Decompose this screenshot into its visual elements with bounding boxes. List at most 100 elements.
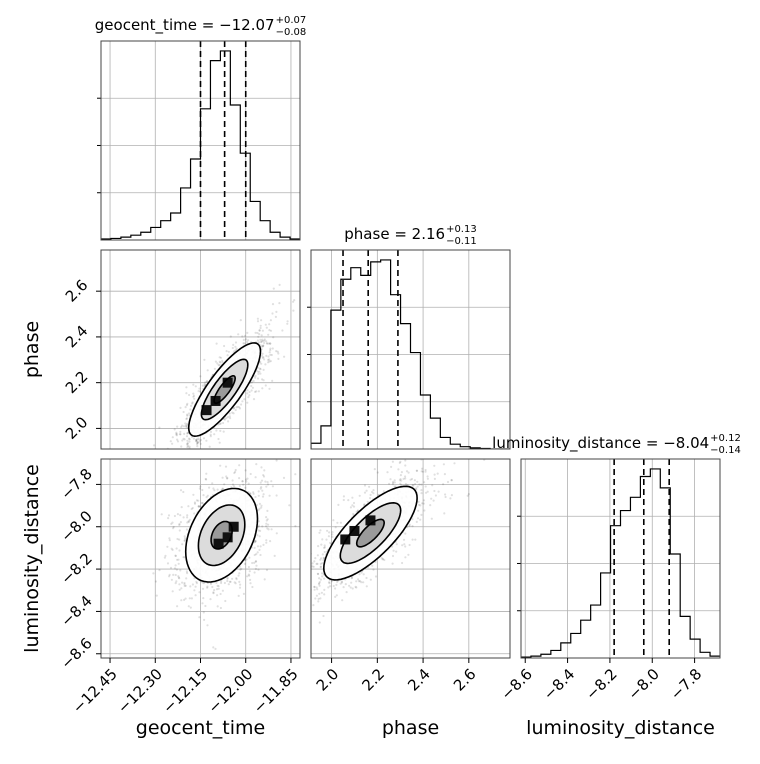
scatter-point xyxy=(224,465,228,468)
scatter-point xyxy=(267,523,270,526)
scatter-point xyxy=(254,376,257,379)
scatter-point xyxy=(430,517,433,520)
scatter-point xyxy=(400,484,403,487)
scatter-point xyxy=(185,404,188,407)
scatter-point xyxy=(172,527,175,530)
scatter-point xyxy=(193,397,196,400)
scatter-point xyxy=(253,546,256,550)
scatter-point xyxy=(212,646,215,649)
scatter-point xyxy=(269,329,273,332)
scatter-point xyxy=(370,490,374,494)
scatter-point xyxy=(211,482,214,485)
scatter-point xyxy=(246,340,249,344)
scatter-point xyxy=(418,503,421,506)
scatter-point xyxy=(270,528,273,531)
scatter-point xyxy=(313,588,316,591)
scatter-point xyxy=(444,493,447,496)
scatter-point xyxy=(187,437,191,440)
scatter-point xyxy=(266,518,269,521)
scatter-point xyxy=(365,576,368,580)
scatter-point xyxy=(388,482,391,485)
scatter-point xyxy=(268,387,271,390)
histogram-phase xyxy=(311,259,510,449)
scatter-point xyxy=(174,582,177,585)
scatter-point xyxy=(405,470,409,473)
scatter-point xyxy=(203,383,206,386)
title-minus-phase: −0.11 xyxy=(446,236,477,247)
scatter-point xyxy=(187,605,190,608)
scatter-point xyxy=(321,538,324,541)
scatter-point xyxy=(205,439,208,442)
scatter-point xyxy=(246,575,249,578)
scatter-point xyxy=(332,519,335,522)
scatter-point xyxy=(184,406,187,409)
scatter-point xyxy=(225,475,228,478)
scatter-point xyxy=(271,379,274,382)
scatter-point xyxy=(404,459,407,462)
scatter-point xyxy=(182,425,186,428)
scatter-point xyxy=(278,283,281,286)
scatter-point xyxy=(323,544,326,547)
scatter-point xyxy=(260,479,264,482)
scatter-point xyxy=(213,589,216,592)
frame-luminosity_distance xyxy=(520,458,721,659)
title-text-phase: phase = xyxy=(344,225,411,243)
scatter-point xyxy=(245,478,248,481)
scatter-point xyxy=(319,566,322,569)
scatter-point xyxy=(226,476,229,480)
scatter-point xyxy=(181,543,184,546)
scatter-point xyxy=(335,594,338,597)
scatter-point xyxy=(233,471,236,475)
scatter-point xyxy=(355,580,358,583)
scatter-point xyxy=(183,581,186,585)
pair-content-1 xyxy=(152,459,297,651)
scatter-point xyxy=(322,546,326,549)
title-plus-luminosity_distance: +0.12 xyxy=(710,433,741,444)
scatter-point xyxy=(260,362,263,365)
scatter-point xyxy=(376,471,379,474)
scatter-point xyxy=(372,492,375,495)
scatter-point xyxy=(242,338,245,341)
scatter-point xyxy=(444,495,447,499)
scatter-point xyxy=(228,580,231,583)
scatter-point xyxy=(239,583,242,586)
scatter-point xyxy=(175,433,178,436)
scatter-point xyxy=(214,360,217,363)
scatter-point xyxy=(316,572,319,575)
scatter-point xyxy=(176,558,179,561)
y-axis-label-luminosity_distance: luminosity_distance xyxy=(21,464,43,653)
scatter-point xyxy=(450,478,453,482)
scatter-point xyxy=(306,596,308,598)
scatter-point xyxy=(179,514,182,517)
scatter-point xyxy=(429,504,432,507)
scatter-point xyxy=(248,570,251,573)
scatter-point xyxy=(186,414,189,417)
scatter-point xyxy=(215,429,218,432)
scatter-point xyxy=(320,572,324,575)
scatter-point xyxy=(404,477,407,480)
scatter-point xyxy=(269,360,272,363)
scatter-point xyxy=(195,580,198,583)
scatter-point xyxy=(226,416,230,419)
scatter-point xyxy=(339,521,342,524)
scatter-point xyxy=(247,482,250,485)
x-tick-label-luminosity_distance-0: −8.6 xyxy=(497,665,535,703)
contour-2-2 xyxy=(322,485,418,581)
scatter-point xyxy=(443,512,446,515)
scatter-point xyxy=(155,594,158,597)
scatter-point xyxy=(392,480,395,483)
y-tick-label-luminosity_distance-0: −8.6 xyxy=(57,634,95,672)
scatter-point xyxy=(258,333,261,336)
scatter-point xyxy=(242,483,245,486)
scatter-point xyxy=(179,406,182,409)
scatter-point xyxy=(312,565,315,568)
scatter-point xyxy=(454,433,456,435)
scatter-point xyxy=(198,440,201,443)
scatter-point xyxy=(217,363,220,366)
y-axis-phase: 2.0 2.2 2.4 2.6 phase xyxy=(21,276,101,443)
scatter-point xyxy=(257,372,260,375)
scatter-point xyxy=(186,516,189,519)
scatter-point xyxy=(334,587,337,590)
scatter-point xyxy=(221,361,224,364)
scatter-point xyxy=(394,485,397,488)
